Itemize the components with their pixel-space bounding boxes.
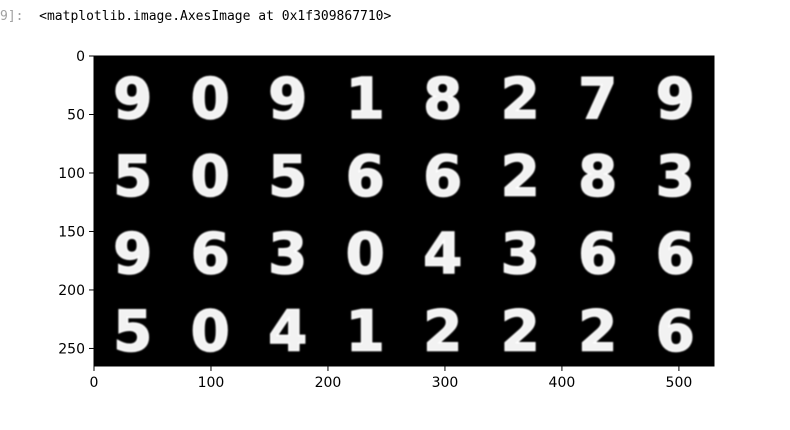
digit-cell: 9 xyxy=(113,67,152,132)
digit-cell: 0 xyxy=(191,67,230,132)
x-tick-label: 500 xyxy=(666,375,693,391)
digit-cell: 8 xyxy=(423,67,462,132)
y-tick-label: 150 xyxy=(58,224,85,240)
digit-cell: 2 xyxy=(423,299,462,364)
digit-cell: 9 xyxy=(268,67,307,132)
digit-cell: 1 xyxy=(346,67,385,132)
digit-cell: 6 xyxy=(423,144,462,209)
digit-cell: 0 xyxy=(346,222,385,287)
digit-cell: 9 xyxy=(113,222,152,287)
y-tick-label: 100 xyxy=(58,166,85,182)
x-tick-label: 300 xyxy=(432,375,459,391)
digit-cell: 9 xyxy=(656,67,695,132)
digit-cell: 8 xyxy=(578,144,617,209)
cell-output-text: <matplotlib.image.AxesImage at 0x1f30986… xyxy=(39,9,392,24)
x-tick-label: 100 xyxy=(198,375,225,391)
digit-cell: 6 xyxy=(656,299,695,364)
y-tick-label: 200 xyxy=(58,283,85,299)
y-tick-label: 250 xyxy=(58,341,85,357)
digit-cell: 5 xyxy=(113,144,152,209)
image-background xyxy=(94,56,714,366)
digit-cell: 7 xyxy=(578,67,617,132)
y-tick-label: 50 xyxy=(67,107,85,123)
digit-cell: 2 xyxy=(501,67,540,132)
digit-cell: 2 xyxy=(501,144,540,209)
digit-cell: 6 xyxy=(578,222,617,287)
digit-cell: 3 xyxy=(268,222,307,287)
digit-cell: 0 xyxy=(191,299,230,364)
digit-cell: 3 xyxy=(501,222,540,287)
cell-prompt: 9]: xyxy=(0,9,24,24)
digit-cell: 5 xyxy=(268,144,307,209)
x-tick-label: 400 xyxy=(549,375,576,391)
x-tick-label: 200 xyxy=(315,375,342,391)
digit-cell: 4 xyxy=(268,299,307,364)
digit-cell: 6 xyxy=(346,144,385,209)
digit-cell: 4 xyxy=(423,222,462,287)
cell-output: 9]: <matplotlib.image.AxesImage at 0x1f3… xyxy=(0,9,391,24)
digit-cell: 3 xyxy=(656,144,695,209)
y-tick-label: 0 xyxy=(76,49,85,65)
digit-cell: 1 xyxy=(346,299,385,364)
digit-cell: 6 xyxy=(191,222,230,287)
digit-cell: 6 xyxy=(656,222,695,287)
digit-cell: 0 xyxy=(191,144,230,209)
digit-cell: 2 xyxy=(501,299,540,364)
digit-cell: 2 xyxy=(578,299,617,364)
x-tick-label: 0 xyxy=(90,375,99,391)
digit-cell: 5 xyxy=(113,299,152,364)
